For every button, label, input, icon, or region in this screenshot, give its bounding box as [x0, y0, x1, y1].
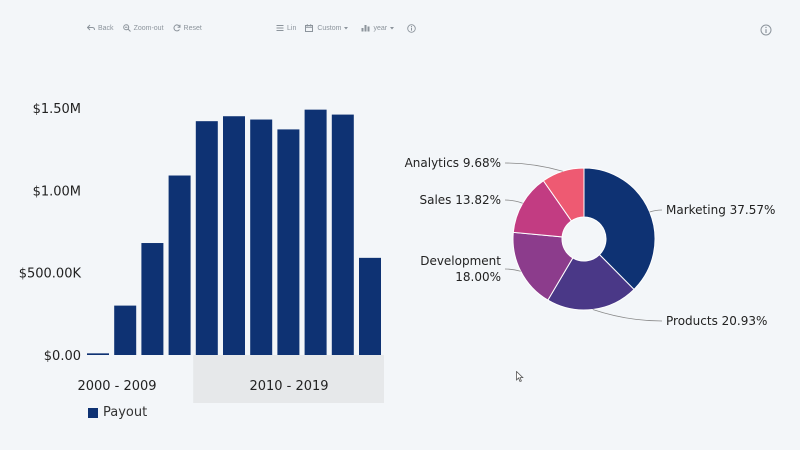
slice-label-products: Products 20.93%: [666, 314, 767, 328]
leader-line: [592, 309, 663, 322]
y-tick-label: $1.50M: [33, 102, 81, 117]
custom-label: Custom: [317, 24, 342, 32]
zoom-out-icon: [122, 24, 131, 32]
y-tick-label: $1.00M: [33, 184, 81, 199]
reset-button[interactable]: Reset: [173, 24, 202, 32]
custom-dropdown[interactable]: Custom: [305, 24, 352, 32]
help-button[interactable]: [407, 23, 419, 33]
bar-2006[interactable]: [250, 119, 273, 355]
back-button[interactable]: Back: [87, 24, 114, 32]
y-tick-label: $500.00K: [19, 267, 82, 282]
slice-label-analytics: Analytics 9.68%: [405, 156, 501, 170]
bar-2003[interactable]: [168, 175, 191, 355]
zoom-out-label: Zoom-out: [133, 24, 164, 32]
bar-2002[interactable]: [141, 243, 164, 355]
chart-legend[interactable]: Payout: [88, 405, 147, 420]
slice-label-development: Development 18.00%: [420, 254, 501, 284]
slice-label-sales: Sales 13.82%: [419, 193, 501, 207]
leader-line: [649, 209, 663, 213]
list-icon: [276, 25, 284, 31]
bar-2009[interactable]: [331, 114, 354, 355]
bar-2008[interactable]: [304, 109, 327, 355]
chart-options-toolbar: Lin Custom year: [276, 21, 428, 35]
leader-line: [504, 268, 521, 272]
back-label: Back: [98, 24, 114, 32]
slice-sales[interactable]: [512, 180, 573, 238]
zoom-out-button[interactable]: Zoom-out: [122, 24, 164, 32]
bar-2005[interactable]: [223, 116, 245, 355]
bar-2000[interactable]: [87, 353, 109, 355]
decade-band-highlight: [193, 355, 384, 403]
bar-2004[interactable]: [195, 121, 218, 355]
bar-2001[interactable]: [114, 305, 137, 355]
payout-bar-chart: $0.00 $500.00K $1.00M $1.50M 2000 - 2009 2010…: [19, 102, 384, 403]
bar-2010[interactable]: [359, 257, 381, 355]
reset-label: Reset: [183, 24, 202, 32]
slice-label-marketing: Marketing 37.57%: [666, 203, 775, 217]
scale-label: Lin: [287, 24, 297, 32]
slice-marketing[interactable]: [583, 167, 656, 291]
mouse-cursor-icon: [516, 371, 524, 383]
slice-development[interactable]: [512, 231, 574, 301]
chevron-down-icon: [390, 27, 395, 30]
y-tick-label: $0.00: [44, 349, 81, 364]
legend-swatch-payout: [88, 407, 98, 418]
leader-line: [504, 199, 523, 204]
scale-button[interactable]: Lin: [276, 24, 296, 32]
slice-products[interactable]: [547, 253, 635, 311]
reset-icon: [173, 24, 181, 32]
calendar-icon: [305, 24, 314, 32]
x-group-label: 2000 - 2009: [77, 379, 156, 394]
year-label: year: [373, 24, 388, 32]
leader-line: [504, 162, 563, 172]
chart-toolbar: Back Zoom-out Reset: [87, 21, 211, 35]
x-group-label: 2010 - 2019: [249, 379, 328, 394]
bar-2007[interactable]: [277, 129, 300, 355]
back-arrow-icon: [87, 24, 95, 31]
info-icon[interactable]: [760, 24, 772, 36]
slice-analytics[interactable]: [542, 167, 585, 222]
year-dropdown[interactable]: year: [361, 24, 398, 32]
legend-label-payout: Payout: [103, 405, 148, 420]
chevron-down-icon: [344, 27, 349, 30]
help-icon: [407, 23, 416, 33]
bar-chart-icon: [361, 25, 370, 32]
